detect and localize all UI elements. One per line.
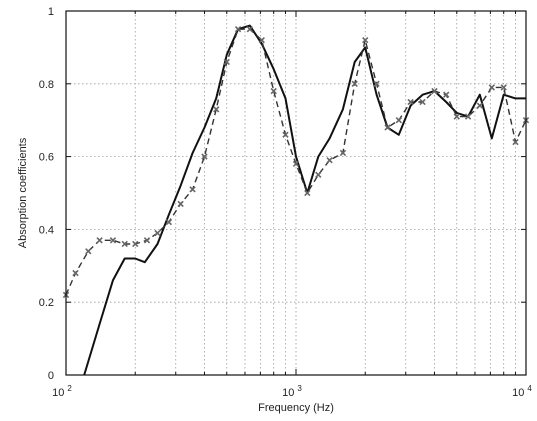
point-stroke <box>246 26 254 33</box>
y-tick-label: 0.6 <box>39 152 54 164</box>
series-2-point <box>443 91 450 98</box>
point-stroke <box>395 117 403 124</box>
point-stroke <box>419 98 426 106</box>
series-layer <box>62 24 530 376</box>
point-stroke <box>282 131 289 138</box>
point-stroke <box>143 237 151 244</box>
point-stroke <box>304 189 311 197</box>
y-tick-label: 0.4 <box>39 224 54 236</box>
series-2-point <box>395 117 403 124</box>
x-tick-label: 10 4 <box>512 384 532 399</box>
series-2-point <box>165 218 173 226</box>
series-2-point <box>351 80 358 87</box>
point-stroke <box>384 124 391 131</box>
series-2-point <box>270 87 277 95</box>
series-2-point <box>476 102 484 109</box>
series-2-point <box>326 157 333 164</box>
x-tick-label: 10 3 <box>282 384 302 399</box>
series-2-point <box>339 149 347 157</box>
point-stroke <box>223 58 230 66</box>
series-2-point <box>488 84 495 91</box>
series-2-point <box>96 237 103 244</box>
point-stroke <box>234 26 242 33</box>
point-stroke <box>258 36 265 44</box>
series-2-point <box>292 160 300 168</box>
series-1-line <box>83 24 526 376</box>
point-stroke <box>362 36 369 44</box>
y-tick-label: 0.8 <box>39 79 54 91</box>
point-stroke <box>373 80 380 87</box>
point-stroke <box>315 171 322 178</box>
series-2-point <box>419 98 426 106</box>
series-2-point <box>223 58 230 66</box>
point-stroke <box>270 87 277 95</box>
point-stroke <box>213 106 220 113</box>
y-tick-label: 1 <box>48 6 54 18</box>
series-2-point <box>384 124 391 131</box>
grid <box>66 11 526 375</box>
x-axis-label: Frequency (Hz) <box>258 402 334 414</box>
series-2-point <box>154 229 161 237</box>
series-2-point <box>282 131 289 138</box>
point-stroke <box>177 200 184 208</box>
series-2-point <box>109 237 117 244</box>
x-tick-label: 10 2 <box>52 384 72 399</box>
series-2-point <box>85 248 92 255</box>
point-stroke <box>339 149 347 157</box>
y-tick-label: 0 <box>48 370 54 382</box>
point-stroke <box>500 84 507 91</box>
point-stroke <box>154 229 161 237</box>
series-2-point <box>315 171 322 178</box>
point-stroke <box>121 240 128 248</box>
series-2-point <box>246 26 254 33</box>
y-axis-label: Absorption coefficients <box>17 137 29 248</box>
series-2-point <box>121 240 128 248</box>
point-stroke <box>292 160 300 168</box>
series-2-point <box>143 237 151 244</box>
series-2-point <box>407 98 414 106</box>
point-stroke <box>464 113 472 120</box>
series-2-point <box>201 153 208 160</box>
point-stroke <box>351 80 358 87</box>
point-stroke <box>512 138 519 146</box>
series-2-point <box>177 200 184 208</box>
series-2-point <box>304 189 311 197</box>
series-2-point <box>72 269 79 277</box>
point-stroke <box>431 87 438 95</box>
point-stroke <box>326 157 333 164</box>
point-stroke <box>109 237 117 244</box>
series-2-point <box>258 36 265 44</box>
series-2-point <box>213 106 220 113</box>
point-stroke <box>476 102 484 109</box>
point-stroke <box>96 237 103 244</box>
point-stroke <box>189 186 196 193</box>
series-2-point <box>132 240 139 248</box>
point-stroke <box>201 153 208 160</box>
point-stroke <box>165 218 173 226</box>
point-stroke <box>85 248 92 255</box>
point-stroke <box>407 98 414 106</box>
series-2-point <box>189 186 196 193</box>
series-2-point <box>373 80 380 87</box>
series-2-point <box>453 113 460 120</box>
series-2-point <box>464 113 472 120</box>
point-stroke <box>132 240 139 248</box>
series-2-point <box>431 87 438 95</box>
y-tick-label: 0.2 <box>39 297 54 309</box>
ticks: 0 0.2 0.4 0.6 0.8 1 10 2 10 3 10 4 <box>39 6 533 399</box>
series-2-point <box>512 138 519 146</box>
series-2-point <box>500 84 507 91</box>
point-stroke <box>488 84 495 91</box>
series-2-point <box>362 36 369 44</box>
point-stroke <box>443 91 450 98</box>
point-stroke <box>453 113 460 120</box>
point-stroke <box>72 269 79 277</box>
series-2-point <box>234 26 242 33</box>
